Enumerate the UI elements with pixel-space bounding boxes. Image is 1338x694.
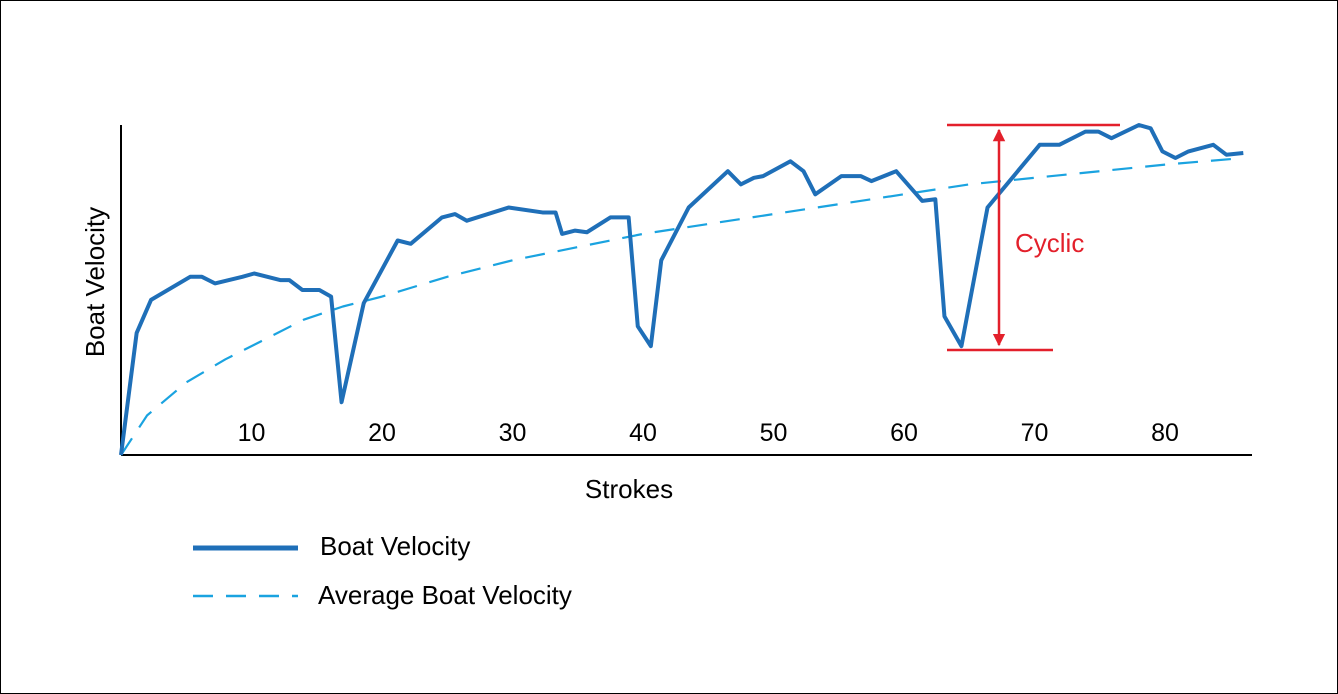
legend-label-average-boat-velocity: Average Boat Velocity (318, 580, 572, 610)
x-tick-label: 40 (629, 419, 657, 447)
x-tick-labels: 10 20 30 40 50 60 70 80 (238, 419, 1179, 447)
cyclic-label: Cyclic (1015, 228, 1084, 258)
y-axis-title: Boat Velocity (80, 207, 110, 357)
x-tick-label: 50 (760, 419, 788, 447)
series-line-boat-velocity (119, 123, 1244, 456)
x-tick-label: 20 (368, 419, 396, 447)
legend-label-boat-velocity: Boat Velocity (320, 531, 470, 561)
x-tick-label: 30 (499, 419, 527, 447)
x-tick-label: 60 (890, 419, 918, 447)
x-tick-label: 80 (1151, 419, 1179, 447)
series-layer (119, 123, 1244, 456)
legend: Boat Velocity Average Boat Velocity (193, 531, 572, 610)
x-axis-title: Strokes (585, 474, 673, 504)
x-tick-label: 70 (1021, 419, 1049, 447)
cyclic-annotation: Cyclic (947, 123, 1120, 352)
series-line-average-boat-velocity (120, 156, 1244, 456)
x-tick-label: 10 (238, 419, 266, 447)
